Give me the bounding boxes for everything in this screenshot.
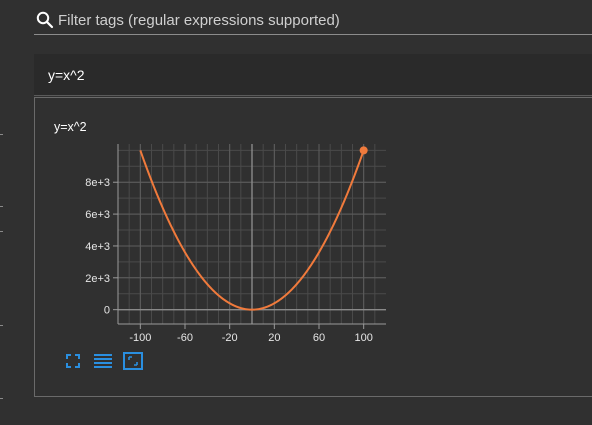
filter-bar — [34, 8, 592, 35]
x-tick-label: -60 — [177, 332, 193, 344]
x-tick-label: 20 — [268, 332, 280, 344]
toggle-list-button[interactable] — [93, 352, 113, 370]
fit-domain-icon — [123, 352, 143, 370]
highlight-point — [359, 146, 368, 155]
y-tick-label: 8e+3 — [85, 177, 110, 189]
expand-button[interactable] — [63, 352, 83, 370]
card-header-title: y=x^2 — [48, 67, 85, 83]
x-tick-label: -100 — [129, 332, 151, 344]
line-chart[interactable]: -100 -60 -20 20 60 100 0 2e+3 4e+3 6e+3 8e+3 — [35, 98, 591, 348]
x-tick-label: -20 — [222, 332, 238, 344]
y-tick-label: 4e+3 — [85, 241, 110, 253]
card-header[interactable]: y=x^2 — [34, 54, 592, 96]
chart-title: y=x^2 — [54, 120, 87, 134]
search-icon — [36, 11, 54, 29]
x-tick-label: 60 — [313, 332, 325, 344]
expand-icon — [66, 354, 80, 368]
list-icon — [94, 354, 112, 368]
fit-domain-button[interactable] — [123, 352, 143, 370]
y-tick-label: 0 — [104, 305, 110, 317]
y-tick-label: 2e+3 — [85, 273, 110, 285]
filter-tags-input[interactable] — [58, 10, 578, 30]
series-line — [139, 150, 365, 311]
x-tick-label: 100 — [354, 332, 372, 344]
y-tick-label: 6e+3 — [85, 209, 110, 221]
chart-toolbar — [63, 352, 143, 370]
card-body: y=x^2 -100 -60 -20 20 60 100 0 2e+3 4e+3 6e+3 8e+3 — [34, 97, 592, 397]
